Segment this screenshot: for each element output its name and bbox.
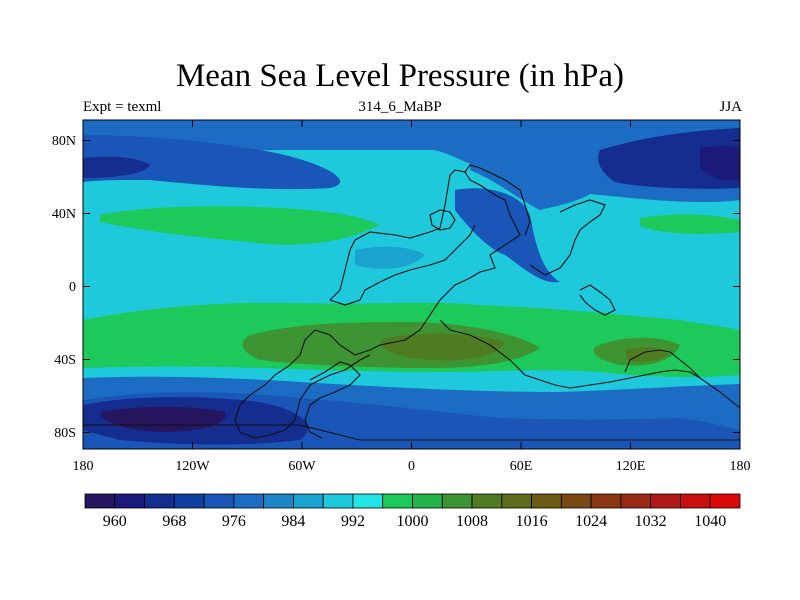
colorbar-label: 992	[341, 513, 365, 530]
colorbar-label: 1040	[694, 513, 726, 530]
coast-inner-sea	[429, 209, 456, 231]
page-title: Mean Sea Level Pressure (in hPa)	[175, 58, 625, 94]
lon-ticks	[192, 120, 631, 449]
lat-label-80n: 80N	[52, 134, 76, 149]
field-north-low-inner	[83, 156, 150, 178]
colorbar-swatch	[412, 493, 443, 509]
colorbar-swatch	[531, 493, 562, 509]
coastlines	[83, 164, 740, 441]
colorbar-swatch	[620, 493, 652, 509]
field-antarctic-core	[100, 406, 226, 432]
lon-label-180e: 180	[730, 459, 751, 474]
age-label: 314_6_MaBP	[358, 99, 442, 115]
lat-label-40s: 40S	[54, 353, 76, 368]
colorbar	[84, 493, 741, 509]
colorbar-swatch	[650, 493, 681, 509]
colorbar-labels: 960 968 976 984 992 1000 1008 1016 1024 1032 1040	[103, 513, 726, 530]
field-ne-low-core	[700, 146, 740, 181]
coast-continent-inner	[329, 224, 476, 306]
lon-label-120w: 120W	[175, 459, 210, 474]
coast-asia-east	[529, 199, 616, 316]
colorbar-swatch	[560, 493, 592, 509]
colorbar-label: 1016	[516, 513, 548, 530]
coast-continent-west	[234, 169, 521, 439]
colorbar-swatch	[84, 493, 116, 509]
field-tropic-low	[355, 246, 425, 269]
colorbar-swatch	[233, 493, 265, 509]
colorbar-swatch	[441, 493, 473, 509]
field-north-atlantic-high	[100, 206, 380, 245]
coast-australia	[624, 349, 740, 409]
lon-label-120e: 120E	[616, 459, 646, 474]
lat-ticks	[83, 140, 740, 433]
colorbar-label: 968	[162, 513, 186, 530]
colorbar-label: 1032	[635, 513, 667, 530]
field-south-belt-core	[380, 333, 505, 361]
field-asia-low-inner	[470, 159, 600, 210]
colorbar-swatch	[680, 493, 711, 509]
colorbar-swatch	[471, 493, 503, 509]
coast-continent-east	[439, 319, 701, 389]
colorbar-label: 984	[281, 513, 305, 530]
colorbar-swatch	[322, 493, 354, 509]
coast-south-continent	[304, 361, 361, 439]
colorbar-swatch	[203, 493, 235, 509]
lat-label-40n: 40N	[52, 207, 76, 222]
coast-asia-north	[464, 164, 531, 236]
lon-label-60e: 60E	[510, 459, 533, 474]
field-north-low-mid	[83, 135, 341, 190]
field-ne-low-inner	[598, 128, 740, 189]
colorbar-label: 1000	[397, 513, 429, 530]
colorbar-swatch	[144, 493, 175, 509]
field-asia-low	[455, 188, 560, 283]
colorbar-swatch	[590, 493, 622, 509]
colorbar-label: 1008	[456, 513, 488, 530]
season-label: JJA	[719, 99, 742, 115]
colorbar-swatch	[293, 493, 324, 509]
colorbar-swatch	[709, 493, 741, 509]
colorbar-swatch	[173, 493, 205, 509]
lat-label-80s: 80S	[54, 426, 76, 441]
colorbar-label: 960	[103, 513, 127, 530]
colorbar-label: 976	[222, 513, 246, 530]
lon-label-60w: 60W	[288, 459, 316, 474]
lon-label-0: 0	[408, 459, 415, 474]
pressure-field	[83, 120, 740, 449]
colorbar-label: 1024	[575, 513, 607, 530]
colorbar-swatch	[114, 493, 145, 509]
lat-label-0: 0	[69, 280, 76, 295]
colorbar-swatch	[382, 493, 413, 509]
lon-label-180w: 180	[73, 459, 94, 474]
experiment-label: Expt = texml	[83, 99, 162, 115]
colorbar-swatch	[501, 493, 532, 509]
colorbar-swatch	[352, 493, 384, 509]
coast-antarctica	[83, 424, 740, 441]
colorbar-swatch	[263, 493, 294, 509]
field-north-pacific-high	[640, 214, 740, 234]
